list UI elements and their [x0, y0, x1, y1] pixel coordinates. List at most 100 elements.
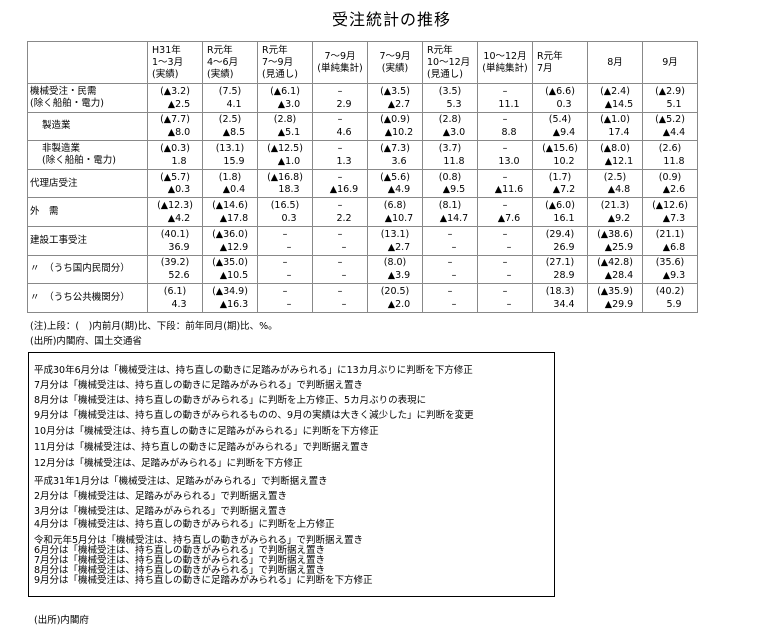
header-text: 4～6月 — [207, 56, 239, 68]
year-change: ▲14.5 — [604, 98, 634, 110]
year-change: – — [341, 241, 347, 253]
value-cell: – ▲11.6 — [478, 169, 533, 199]
value-cell: (▲6.6) 0.3 — [533, 84, 588, 113]
year-change: ▲7.3 — [662, 213, 686, 225]
value-cell: (▲5.2) ▲4.4 — [643, 112, 698, 142]
row-label: 建設工事受注 — [28, 227, 148, 256]
year-change: – — [451, 241, 457, 253]
value-cell: (8.0) ▲3.9 — [368, 255, 423, 285]
value-cell: (▲6.0) 16.1 — [533, 198, 588, 227]
judgment-line: 8月分は「機械受注は、持ち直しの動きがみられる」に判断を上方修正、5カ月ぶりの表… — [34, 395, 427, 406]
month-change: (3.7) — [438, 143, 462, 155]
page-title: 受注統計の推移 — [331, 10, 451, 29]
month-change: (5.4) — [548, 114, 572, 126]
month-change: – — [502, 200, 508, 212]
header-cell: R元年 10～12月 (見通し) — [423, 42, 478, 84]
month-change: (1.7) — [548, 171, 572, 183]
year-change: 4.3 — [171, 298, 187, 310]
month-change: (21.3) — [600, 200, 630, 212]
year-change: – — [451, 270, 457, 282]
value-cell: – – — [258, 284, 313, 313]
judgment-line: 11月分は「機械受注は、持ち直しの動きに足踏みがみられる」で判断据え置き — [34, 442, 370, 453]
year-change: ▲7.6 — [497, 213, 521, 225]
year-change: 28.9 — [553, 270, 575, 282]
month-change: (▲14.6) — [212, 200, 248, 212]
row-label-text: 機械受注・民需 — [30, 85, 97, 97]
year-change: – — [286, 241, 292, 253]
month-change: (▲12.3) — [157, 200, 193, 212]
row-label-text: 〃 （うち国内民間分） — [30, 263, 130, 275]
judgment-line: 9月分は「機械受注は、持ち直しの動きがみられるものの、9月の実績は大きく減少した… — [34, 410, 474, 421]
value-cell: (▲7.7) ▲8.0 — [148, 112, 203, 142]
value-cell: – – — [423, 227, 478, 256]
month-change: – — [447, 228, 453, 240]
header-text: 7～9月 — [379, 50, 411, 62]
header-cell: 10～12月 (単純集計) — [478, 42, 533, 84]
judgment-line: 9月分は「機械受注は、持ち直しの動きに足踏みがみられる」に判断を下方修正 — [34, 575, 373, 586]
year-change: 3.6 — [391, 155, 407, 167]
year-change: ▲7.2 — [552, 184, 576, 196]
month-change: (▲12.5) — [267, 143, 303, 155]
row-label-text: 製造業 — [42, 120, 71, 132]
year-change: 0.3 — [556, 98, 572, 110]
year-change: ▲12.1 — [604, 155, 634, 167]
year-change: – — [506, 270, 512, 282]
month-change: (2.8) — [273, 114, 297, 126]
value-cell: (1.7) ▲7.2 — [533, 169, 588, 199]
year-change: ▲2.7 — [387, 241, 411, 253]
year-change: ▲9.5 — [442, 184, 466, 196]
value-cell: (35.6) ▲9.3 — [643, 255, 698, 285]
value-cell: (▲35.9) ▲29.9 — [588, 284, 643, 313]
header-text: R元年 — [207, 44, 233, 56]
year-change: ▲28.4 — [604, 270, 634, 282]
year-change: ▲2.0 — [387, 298, 411, 310]
value-cell: (5.4) ▲9.4 — [533, 112, 588, 142]
value-cell: (▲38.6) ▲25.9 — [588, 227, 643, 256]
year-change: 34.4 — [553, 298, 575, 310]
header-text: (実績) — [152, 68, 179, 80]
row-label-text: 代理店受注 — [30, 177, 78, 189]
row-label: 〃 （うち国内民間分） — [28, 255, 148, 285]
month-change: (18.3) — [545, 286, 575, 298]
year-change: ▲14.7 — [439, 213, 469, 225]
row-label-text: 建設工事受注 — [30, 234, 88, 246]
year-change: ▲10.5 — [219, 270, 249, 282]
year-change: 16.1 — [553, 213, 575, 225]
month-change: (16.5) — [270, 200, 300, 212]
value-cell: (▲35.0) ▲10.5 — [203, 255, 258, 285]
month-change: (▲3.2) — [160, 85, 190, 97]
year-change: 17.4 — [608, 127, 630, 139]
month-change: (▲6.0) — [545, 200, 575, 212]
month-change: (1.8) — [218, 171, 242, 183]
value-cell: –8.8 — [478, 112, 533, 142]
value-cell: (▲2.9) 5.1 — [643, 84, 698, 113]
year-change: ▲29.9 — [604, 298, 634, 310]
month-change: (▲15.6) — [542, 143, 578, 155]
year-change: ▲16.3 — [219, 298, 249, 310]
judgment-box — [28, 352, 555, 597]
year-change: ▲16.9 — [329, 184, 359, 196]
month-change: (6.8) — [383, 200, 407, 212]
judgment-line: 12月分は「機械受注は、足踏みがみられる」に判断を下方修正 — [34, 458, 303, 469]
value-cell: (13.1) 15.9 — [203, 141, 258, 170]
value-cell: – – — [258, 255, 313, 285]
year-change: ▲8.0 — [167, 127, 191, 139]
month-change: – — [502, 85, 508, 97]
value-cell: (▲12.3) ▲4.2 — [148, 198, 203, 227]
judgment-line: 7月分は「機械受注は、持ち直しの動きがみられる」で判断据え置き — [34, 555, 326, 566]
value-cell: (29.4) 26.9 — [533, 227, 588, 256]
month-change: – — [502, 114, 508, 126]
value-cell: (39.2) 52.6 — [148, 255, 203, 285]
value-cell: –1.3 — [313, 141, 368, 170]
year-change: ▲11.6 — [494, 184, 524, 196]
year-change: ▲2.6 — [662, 184, 686, 196]
month-change: – — [337, 85, 343, 97]
value-cell: –11.1 — [478, 84, 533, 113]
value-cell: (▲6.1) ▲3.0 — [258, 84, 313, 113]
value-cell: (▲5.6) ▲4.9 — [368, 169, 423, 199]
year-change: ▲9.3 — [662, 270, 686, 282]
month-change: (▲34.9) — [212, 286, 248, 298]
judgment-line: 10月分は「機械受注は、持ち直しの動きに足踏みがみられる」に判断を下方修正 — [34, 426, 379, 437]
value-cell: – – — [478, 284, 533, 313]
year-change: ▲3.0 — [277, 98, 301, 110]
